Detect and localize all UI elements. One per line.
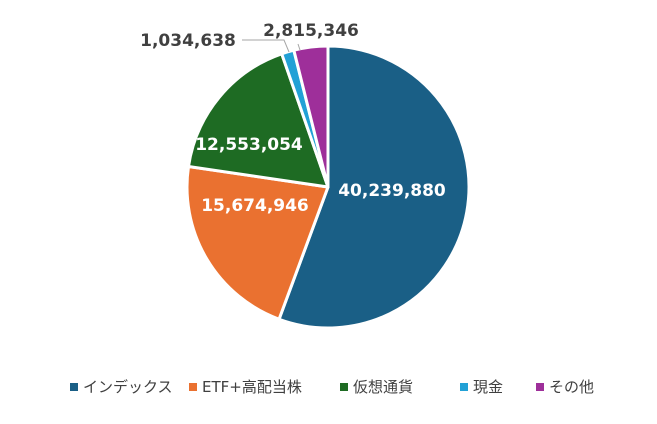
data-label-1: 40,239,880	[338, 181, 446, 201]
legend: インデックス ETF+高配当株 仮想通貨 現金 その他	[70, 378, 594, 396]
legend-label-1: インデックス	[83, 378, 173, 396]
legend-swatch-2	[189, 383, 197, 391]
leader-line-5	[297, 43, 301, 51]
leader-line-4	[242, 39, 290, 53]
legend-swatch-5	[536, 383, 544, 391]
legend-swatch-3	[340, 383, 348, 391]
legend-swatch-1	[70, 383, 78, 391]
pie-slice-5	[292, 44, 330, 189]
data-label-5: 2,815,346	[263, 21, 359, 41]
legend-swatch-4	[460, 383, 468, 391]
legend-label-2: ETF+高配当株	[202, 378, 302, 396]
data-labels: 40,239,880 15,674,946 12,553,054 1,034,638 2…	[140, 21, 446, 216]
legend-label-5: その他	[549, 378, 594, 396]
data-label-2: 15,674,946	[201, 196, 309, 216]
data-label-3: 12,553,054	[195, 135, 303, 155]
pie-slices	[185, 44, 471, 330]
legend-label-3: 仮想通貨	[353, 378, 413, 396]
pie-slice-1	[277, 44, 471, 330]
data-label-4: 1,034,638	[140, 31, 236, 51]
pie-slice-2	[185, 165, 330, 321]
leader-lines	[242, 39, 301, 53]
legend-label-4: 現金	[473, 378, 503, 396]
